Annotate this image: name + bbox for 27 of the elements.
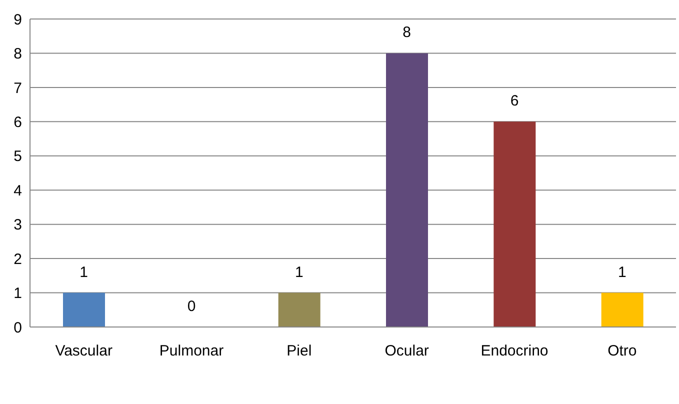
- data-label: 1: [80, 264, 88, 281]
- bar: [278, 292, 320, 327]
- y-tick-label: 2: [14, 250, 22, 268]
- y-tick-label: 7: [14, 80, 22, 97]
- y-tick-label: 3: [14, 216, 22, 234]
- y-tick-label: 8: [14, 46, 22, 63]
- data-label: 1: [618, 264, 626, 281]
- y-tick-label: 5: [14, 148, 22, 166]
- x-tick-label: Vascular: [55, 342, 112, 360]
- x-tick-label: Endocrino: [480, 342, 548, 360]
- data-label: 0: [187, 298, 196, 315]
- x-tick-label: Otro: [608, 342, 637, 360]
- data-label: 1: [294, 264, 304, 281]
- y-tick-label: 4: [14, 182, 22, 200]
- y-tick-label: 9: [14, 11, 22, 28]
- y-tick-label: 1: [14, 285, 22, 302]
- x-tick-label: Pulmonar: [159, 342, 224, 360]
- x-tick-label: Ocular: [384, 342, 429, 360]
- y-tick-label: 6: [14, 114, 22, 131]
- bar: [601, 292, 644, 327]
- x-tick-label: Piel: [286, 342, 312, 360]
- bar: [494, 122, 536, 327]
- bar: [63, 292, 105, 327]
- data-label: 8: [402, 24, 412, 42]
- bar: [386, 53, 428, 327]
- y-tick-label: 0: [14, 319, 22, 336]
- data-label: 6: [510, 92, 519, 110]
